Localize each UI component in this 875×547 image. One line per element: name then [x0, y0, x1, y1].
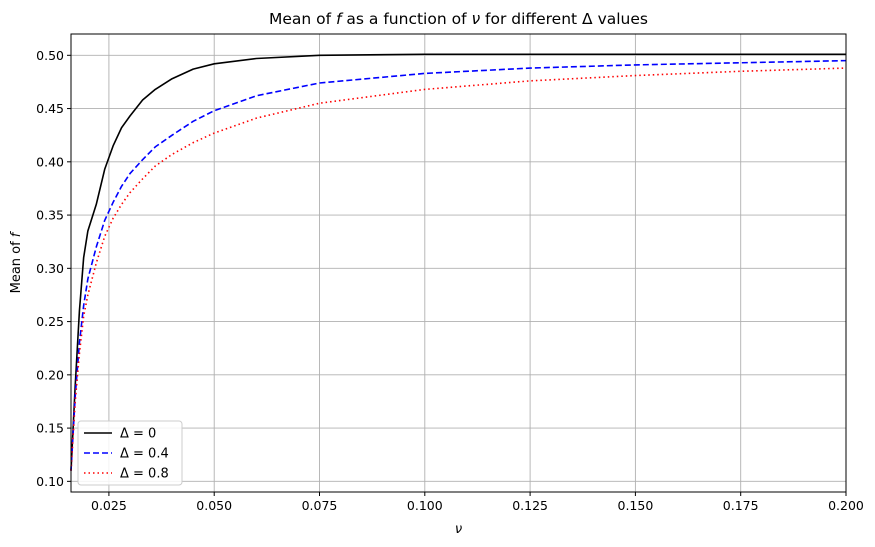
- legend: Δ = 0 Δ = 0.4 Δ = 0.8: [77, 420, 183, 486]
- y-tick-label: 0.50: [36, 48, 64, 63]
- series-line-0: [70, 53, 846, 471]
- y-tick-label: 0.15: [36, 421, 64, 436]
- legend-label-1: Δ = 0.4: [120, 447, 169, 462]
- y-axis: 0.10 0.15 0.20 0.25 0.30 0.35 0.40 0.45 0.50: [36, 48, 71, 489]
- chart-title: Mean of f as a function of ν for differe…: [269, 10, 648, 28]
- legend-box: [77, 420, 183, 486]
- y-tick-label: 0.25: [36, 314, 64, 329]
- grid-lines: [71, 34, 847, 492]
- x-tick-label: 0.075: [302, 498, 338, 513]
- series-line-2: [70, 67, 847, 471]
- series-layer: [70, 53, 847, 471]
- legend-label-2: Δ = 0.8: [120, 467, 169, 482]
- y-tick-label: 0.45: [36, 101, 64, 116]
- y-tick-label: 0.20: [36, 367, 64, 382]
- y-tick-label: 0.35: [36, 208, 64, 223]
- legend-label-0: Δ = 0: [120, 427, 156, 442]
- y-tick-label: 0.40: [36, 154, 64, 169]
- y-axis-label: Mean of f: [9, 230, 24, 293]
- x-tick-label: 0.100: [407, 498, 443, 513]
- x-axis-label: ν: [455, 522, 462, 537]
- x-tick-label: 0.175: [723, 498, 759, 513]
- x-tick-label: 0.150: [618, 498, 654, 513]
- y-tick-label: 0.10: [36, 474, 64, 489]
- x-tick-label: 0.200: [828, 498, 864, 513]
- x-tick-label: 0.025: [91, 498, 127, 513]
- x-axis: 0.025 0.050 0.075 0.100 0.125 0.150 0.175 0.200: [91, 492, 864, 513]
- x-tick-label: 0.050: [196, 498, 232, 513]
- series-line-1: [70, 59, 847, 471]
- plot-frame: [70, 33, 847, 493]
- y-tick-label: 0.30: [36, 261, 64, 276]
- x-tick-label: 0.125: [512, 498, 548, 513]
